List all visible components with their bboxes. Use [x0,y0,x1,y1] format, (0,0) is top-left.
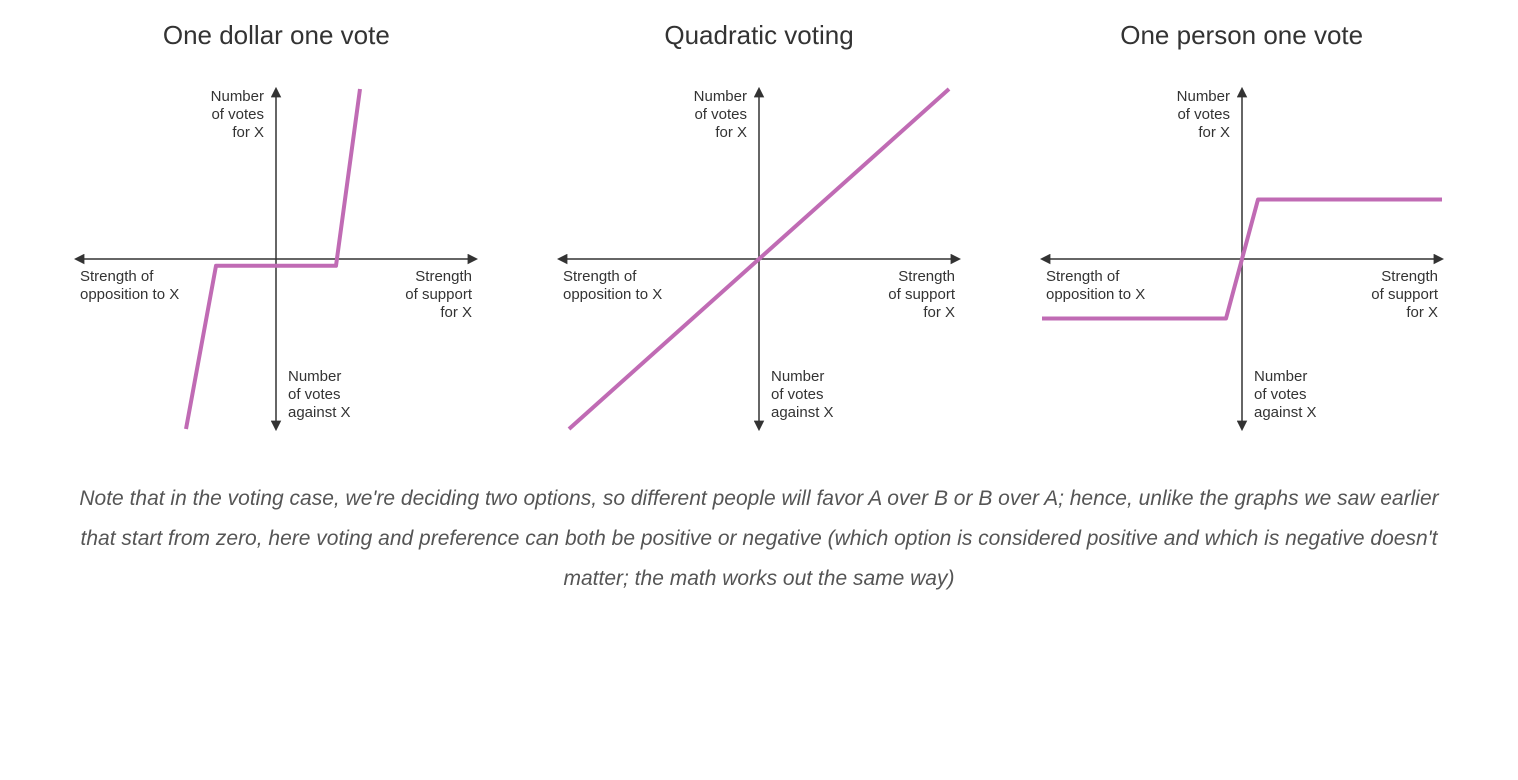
caption: Note that in the voting case, we're deci… [59,479,1459,599]
label-x-right: Strengthof supportfor X [888,268,956,321]
chart-title: One dollar one vote [40,20,513,51]
chart-svg: Numberof votesfor X Numberof votesagainst… [1012,69,1472,449]
label-x-left: Strength ofopposition to X [80,268,179,303]
label-x-left: Strength ofopposition to X [1046,268,1145,303]
chart-one-dollar-one-vote: One dollar one voteNumberof votesfor XNu… [40,20,513,449]
label-y-top: Numberof votesfor X [211,88,264,141]
label-y-top: Numberof votesfor X [694,88,747,141]
chart-title: One person one vote [1005,20,1478,51]
label-x-right: Strengthof supportfor X [406,268,474,321]
chart-svg: Numberof votesfor X Numberof votesagainst… [46,69,506,449]
chart-one-person-one-vote: One person one voteNumberof votesfor XNu… [1005,20,1478,449]
chart-svg: Numberof votesfor X Numberof votesagainst… [529,69,989,449]
label-x-left: Strength ofopposition to X [563,268,662,303]
label-x-right: Strengthof supportfor X [1371,268,1439,321]
label-y-bottom: Numberof votesagainst X [1254,368,1317,421]
chart-title: Quadratic voting [523,20,996,51]
label-y-bottom: Numberof votesagainst X [771,368,834,421]
chart-quadratic-voting: Quadratic votingNumberof votesfor XNumbe… [523,20,996,449]
label-y-bottom: Numberof votesagainst X [288,368,351,421]
label-y-top: Numberof votesfor X [1176,88,1229,141]
charts-row: One dollar one voteNumberof votesfor XNu… [40,20,1478,449]
